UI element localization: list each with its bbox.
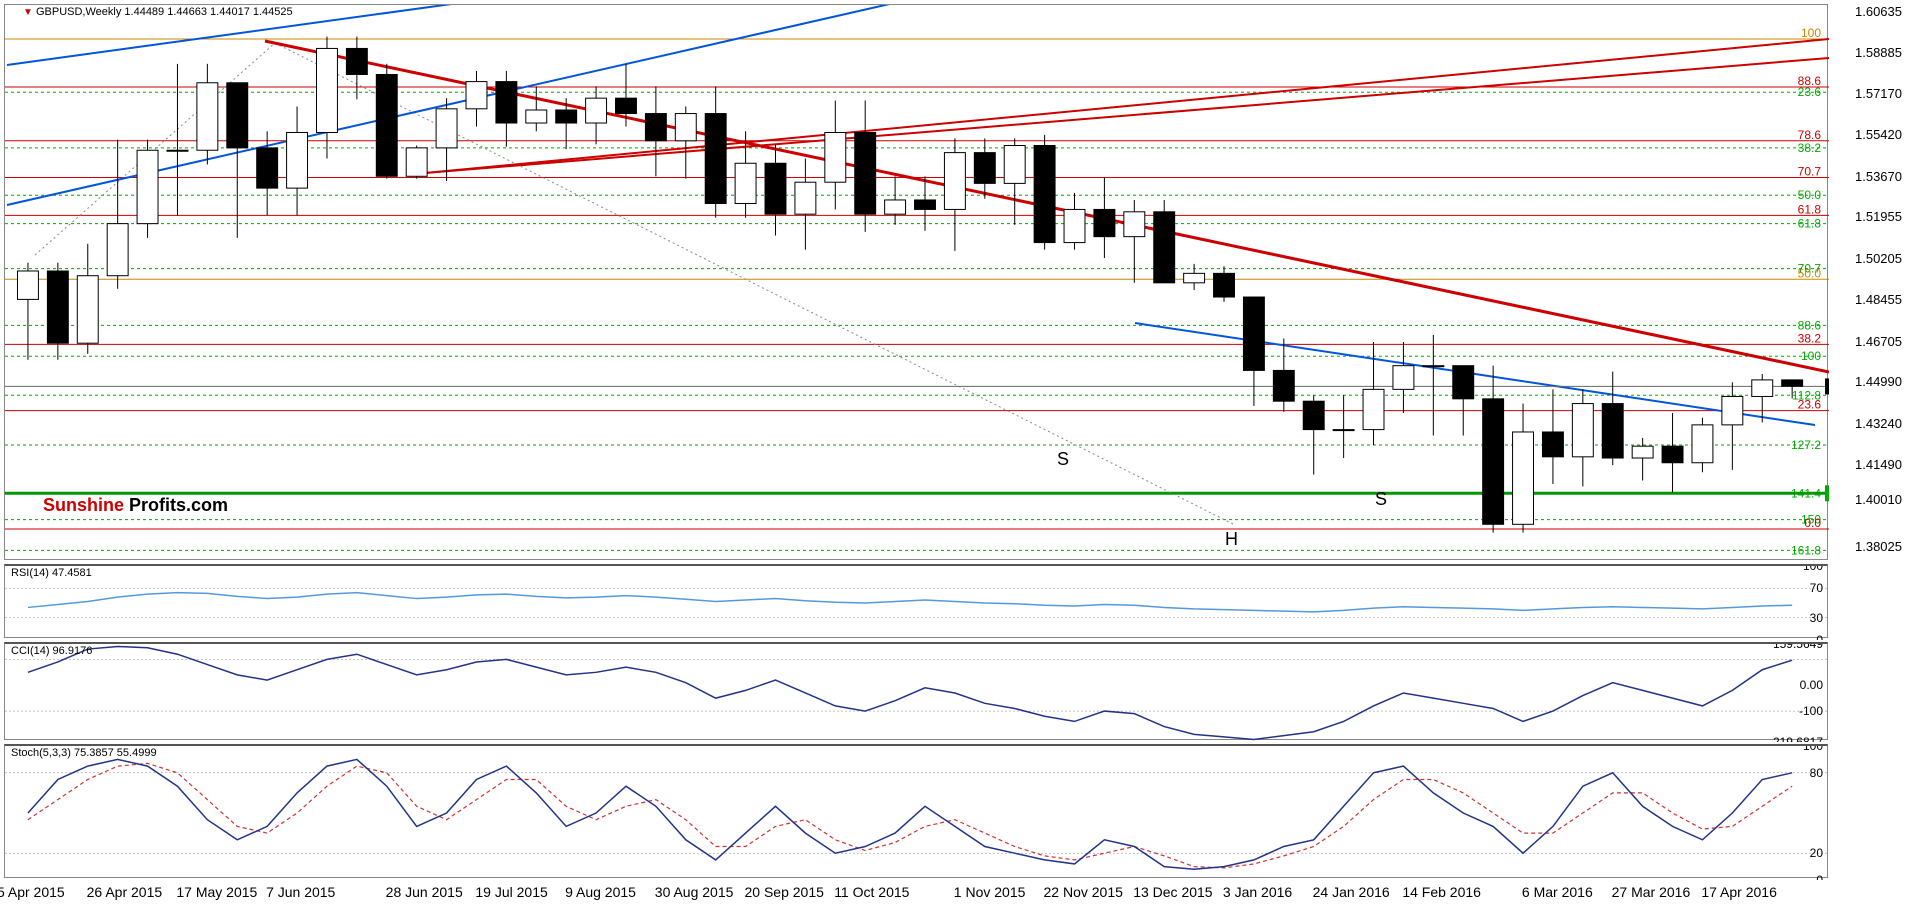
rsi-label: RSI(14) 47.4581 (11, 567, 92, 579)
time-x-axis: 5 Apr 201526 Apr 201517 May 20157 Jun 20… (4, 878, 1828, 920)
svg-text:70.7: 70.7 (1798, 164, 1822, 178)
svg-text:88.6: 88.6 (1798, 318, 1822, 332)
svg-text:50.0: 50.0 (1798, 188, 1822, 202)
rsi-panel[interactable]: RSI(14) 47.4581 100 70 30 0 (4, 564, 1828, 638)
svg-text:20: 20 (1810, 846, 1824, 860)
svg-text:80: 80 (1810, 766, 1824, 780)
svg-text:H: H (1225, 529, 1238, 549)
main-price-chart[interactable]: ▼ GBPUSD,Weekly 1.44489 1.44663 1.44017 … (4, 4, 1828, 560)
stoch-label: Stoch(5,3,3) 75.3857 55.4999 (11, 747, 157, 759)
price-y-axis: 1.606351.588851.571701.554201.536701.519… (1830, 4, 1908, 878)
svg-text:0.0: 0.0 (1804, 516, 1821, 530)
svg-text:100: 100 (1803, 746, 1823, 753)
svg-text:0: 0 (1816, 633, 1823, 640)
svg-text:78.6: 78.6 (1798, 128, 1822, 142)
svg-text:61.8: 61.8 (1798, 202, 1822, 216)
svg-text:61.8: 61.8 (1798, 217, 1822, 231)
svg-text:127.2: 127.2 (1791, 438, 1821, 452)
stoch-svg: 10080200 (5, 746, 1829, 880)
svg-text:100: 100 (1801, 349, 1821, 363)
rsi-svg: 100 70 30 0 (5, 566, 1829, 640)
svg-text:23.6: 23.6 (1798, 398, 1822, 412)
svg-text:-100: -100 (1799, 704, 1823, 718)
svg-text:30: 30 (1810, 611, 1824, 625)
svg-text:S: S (1375, 489, 1387, 509)
chart-title: ▼ GBPUSD,Weekly 1.44489 1.44663 1.44017 … (23, 6, 293, 18)
svg-text:159.5649: 159.5649 (1773, 644, 1823, 651)
main-chart-svg: 23.638.250.061.870.788.6100112.8127.2141… (5, 5, 1829, 561)
svg-text:38.2: 38.2 (1798, 141, 1822, 155)
svg-text:50.0: 50.0 (1798, 266, 1822, 280)
svg-text:0.00: 0.00 (1800, 678, 1824, 692)
svg-text:100: 100 (1801, 26, 1821, 40)
svg-text:161.8: 161.8 (1791, 543, 1821, 557)
svg-text:70: 70 (1810, 581, 1824, 595)
svg-text:88.6: 88.6 (1798, 74, 1822, 88)
cci-panel[interactable]: CCI(14) 96.9176 159.5649 0.00 -100 -219.681… (4, 642, 1828, 740)
stoch-panel[interactable]: Stoch(5,3,3) 75.3857 55.4999 10080200 (4, 744, 1828, 878)
cci-svg: 159.5649 0.00 -100 -219.6817 (5, 644, 1829, 742)
svg-text:100: 100 (1803, 566, 1823, 573)
watermark: Sunshine Profits.com (43, 495, 228, 516)
svg-text:38.2: 38.2 (1798, 331, 1822, 345)
svg-text:-219.6817: -219.6817 (1769, 735, 1823, 742)
svg-text:S: S (1057, 449, 1069, 469)
cci-label: CCI(14) 96.9176 (11, 645, 92, 657)
